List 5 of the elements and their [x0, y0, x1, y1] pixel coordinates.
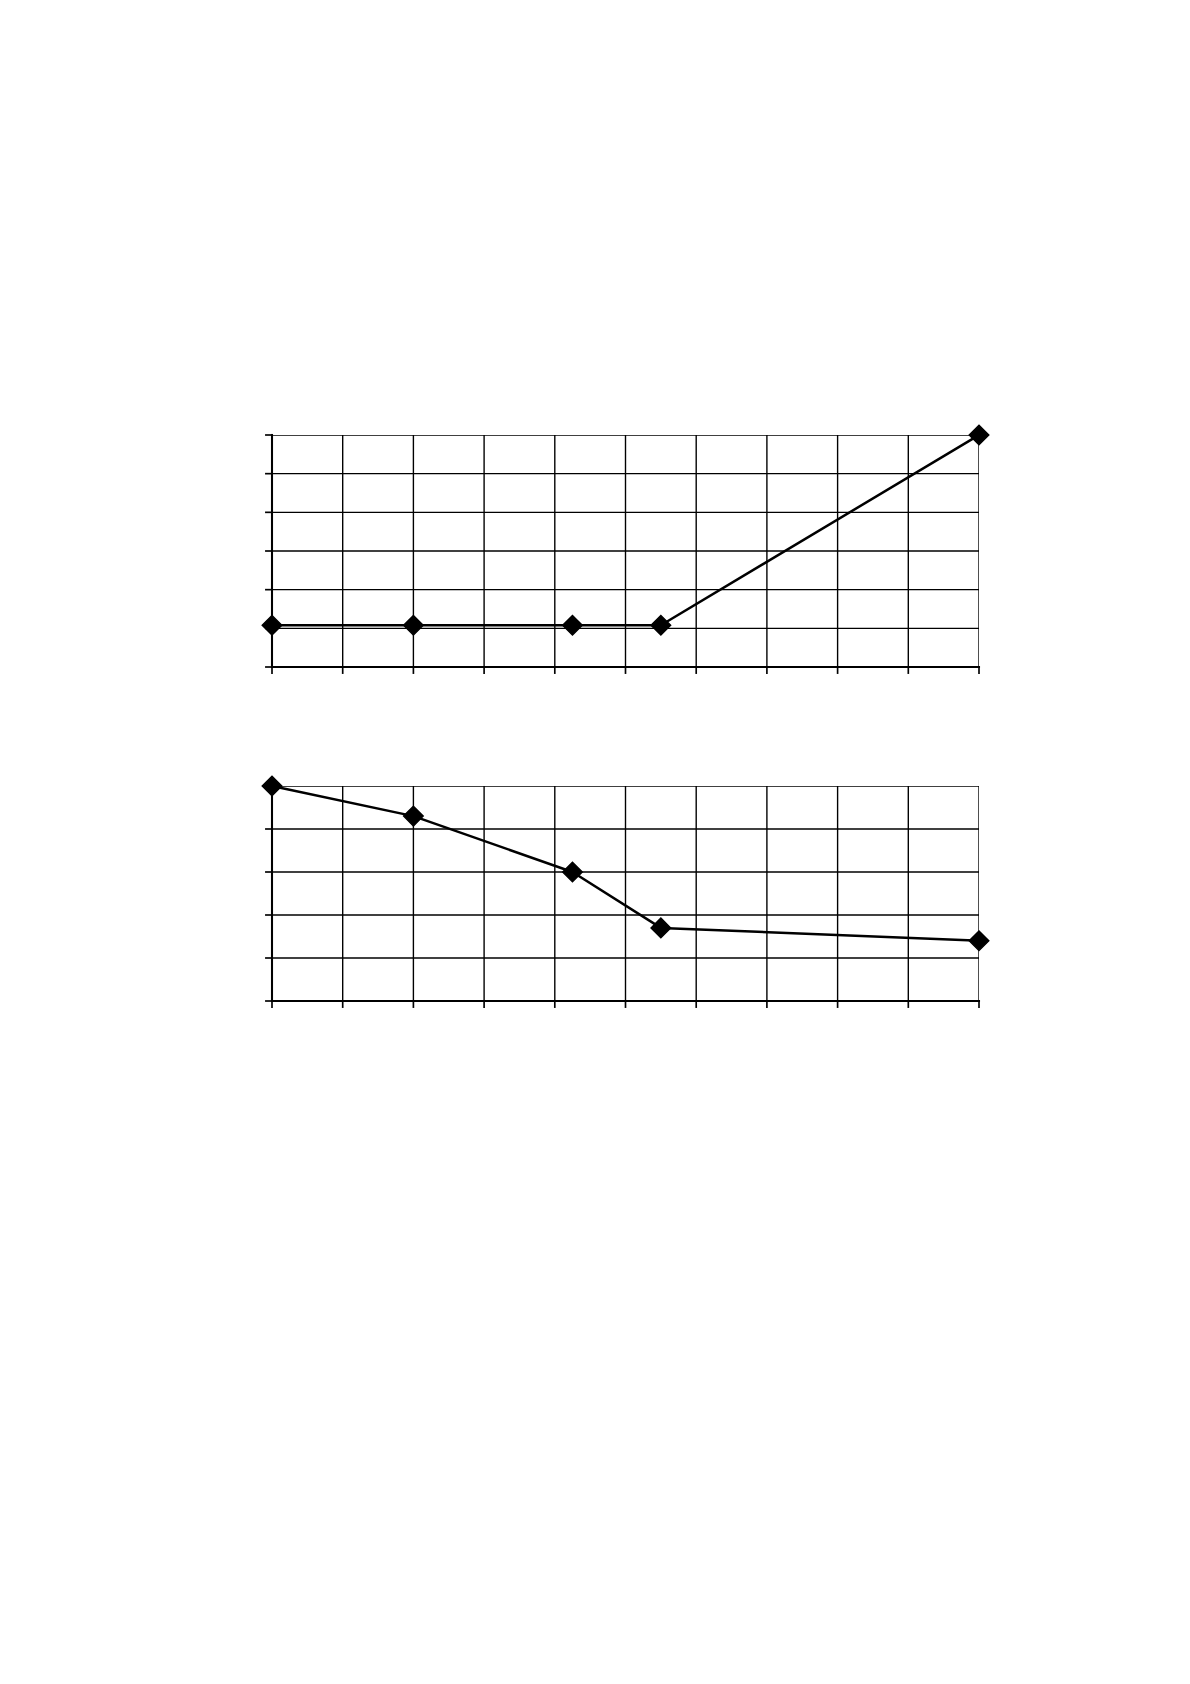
point: [968, 930, 990, 952]
point: [261, 775, 283, 797]
point: [561, 861, 583, 883]
point: [402, 805, 424, 827]
point: [650, 917, 672, 939]
